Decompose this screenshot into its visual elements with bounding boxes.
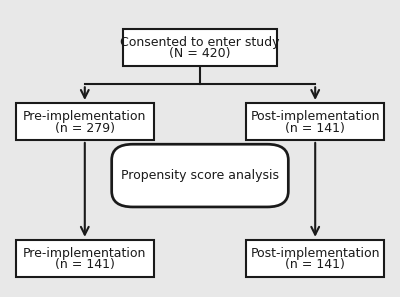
Text: Propensity score analysis: Propensity score analysis [121,169,279,182]
Text: (N = 420): (N = 420) [169,48,231,61]
Text: Pre-implementation: Pre-implementation [23,247,146,260]
FancyBboxPatch shape [123,29,277,66]
Text: (n = 141): (n = 141) [55,258,115,271]
FancyBboxPatch shape [246,103,384,140]
Text: Post-implementation: Post-implementation [250,247,380,260]
Text: (n = 279): (n = 279) [55,121,115,135]
Text: Post-implementation: Post-implementation [250,110,380,123]
Text: (n = 141): (n = 141) [285,121,345,135]
FancyBboxPatch shape [16,103,154,140]
FancyBboxPatch shape [16,240,154,277]
Text: Pre-implementation: Pre-implementation [23,110,146,123]
Text: Consented to enter study: Consented to enter study [120,36,280,49]
Text: (n = 141): (n = 141) [285,258,345,271]
FancyBboxPatch shape [112,144,288,207]
FancyBboxPatch shape [246,240,384,277]
